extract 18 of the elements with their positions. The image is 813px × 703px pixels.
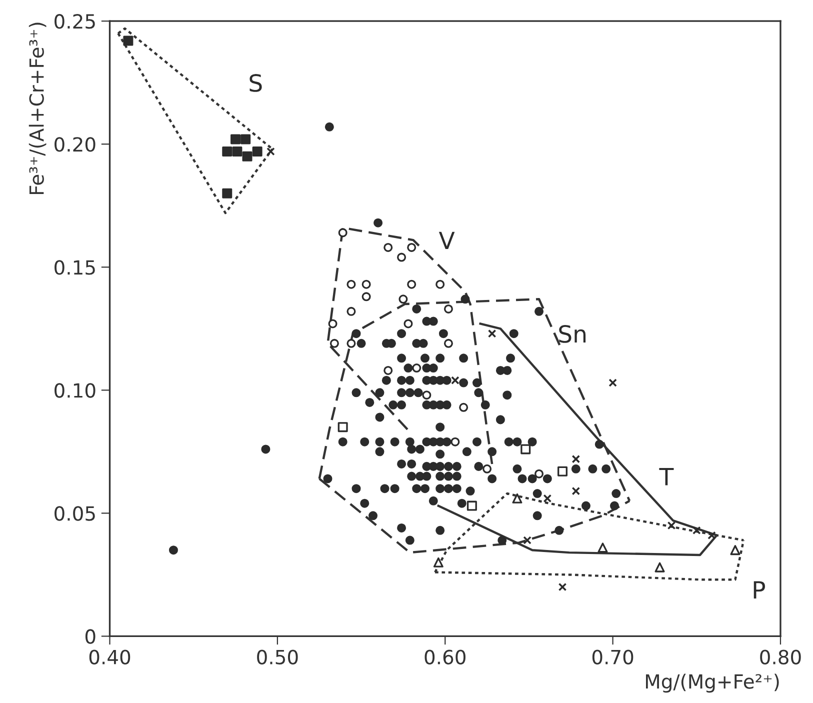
annotation: P bbox=[754, 581, 765, 598]
annotation: S bbox=[250, 74, 262, 92]
x-tick-label: 0.80 bbox=[760, 650, 801, 664]
x-axis-title: Mg/(Mg+Fe²⁺) bbox=[646, 674, 779, 693]
y-tick-label: 0.05 bbox=[54, 506, 95, 521]
y-tick-label: 0.25 bbox=[54, 14, 95, 29]
x-tick-label: 0.70 bbox=[592, 650, 634, 664]
annotation: V bbox=[438, 232, 455, 250]
y-tick-label: 0.20 bbox=[54, 137, 96, 152]
x-tick-label: 0.40 bbox=[89, 650, 130, 664]
annotation: T bbox=[659, 468, 674, 486]
x-tick-label: 0.50 bbox=[257, 650, 298, 664]
y-tick-label: 0.10 bbox=[54, 383, 96, 398]
x-tick-label: 0.60 bbox=[424, 650, 466, 664]
y-tick-label: 0.15 bbox=[54, 260, 95, 275]
y-axis-title: Fe³⁺/(Al+Cr+Fe³⁺) bbox=[28, 22, 46, 194]
y-tick-label: 0 bbox=[85, 629, 96, 644]
annotation: Sn bbox=[559, 325, 586, 343]
